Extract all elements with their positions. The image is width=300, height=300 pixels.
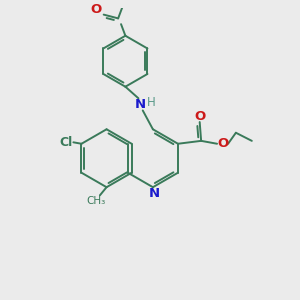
Text: O: O	[194, 110, 205, 123]
Text: Cl: Cl	[60, 136, 73, 149]
Text: N: N	[134, 98, 146, 111]
Text: H: H	[146, 96, 155, 109]
Text: O: O	[91, 3, 102, 16]
Text: N: N	[149, 187, 160, 200]
Text: O: O	[218, 137, 229, 150]
Text: CH₃: CH₃	[87, 196, 106, 206]
